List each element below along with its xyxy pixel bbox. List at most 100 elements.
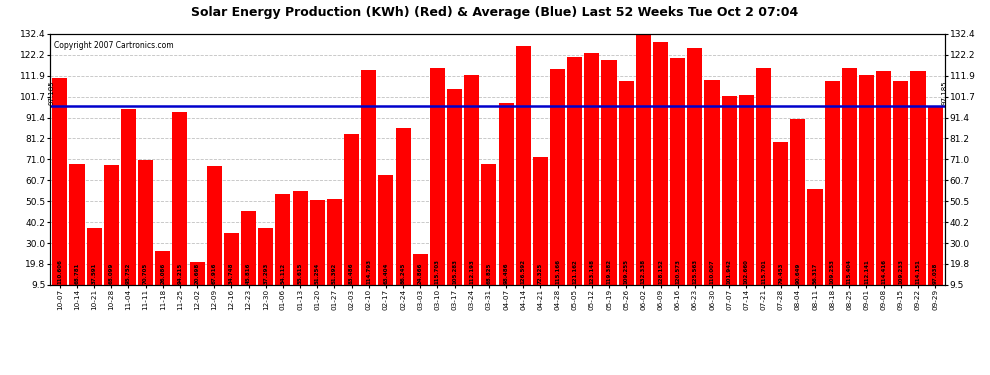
Bar: [104, 165, 119, 285]
Text: 45.816: 45.816: [247, 262, 251, 284]
Bar: [705, 80, 720, 285]
Text: 110.007: 110.007: [710, 259, 715, 284]
Text: 90.649: 90.649: [795, 262, 800, 284]
Text: 34.748: 34.748: [229, 262, 234, 284]
Text: 126.592: 126.592: [521, 259, 526, 284]
Bar: [481, 164, 496, 285]
Bar: [345, 134, 359, 285]
Text: 54.112: 54.112: [280, 263, 285, 284]
Bar: [447, 89, 462, 285]
Text: 132.338: 132.338: [641, 259, 645, 284]
Bar: [670, 58, 685, 285]
Bar: [533, 157, 547, 285]
Bar: [893, 81, 909, 285]
Bar: [825, 81, 840, 285]
Text: 109.233: 109.233: [898, 259, 903, 284]
Bar: [155, 251, 170, 285]
Bar: [722, 96, 737, 285]
Bar: [859, 75, 874, 285]
Text: 63.404: 63.404: [383, 262, 388, 284]
Text: 70.705: 70.705: [144, 263, 148, 284]
Bar: [790, 119, 806, 285]
Bar: [499, 103, 514, 285]
Text: 20.698: 20.698: [195, 263, 200, 284]
Bar: [808, 189, 823, 285]
Text: 112.193: 112.193: [469, 259, 474, 284]
Bar: [842, 69, 857, 285]
Text: 26.086: 26.086: [160, 263, 165, 284]
Bar: [584, 53, 599, 285]
Text: 97.185: 97.185: [49, 80, 54, 105]
Text: 110.606: 110.606: [57, 259, 62, 284]
Text: 123.148: 123.148: [589, 259, 594, 284]
Text: 97.038: 97.038: [933, 262, 938, 284]
Bar: [876, 70, 891, 285]
Text: 102.660: 102.660: [743, 259, 748, 284]
Text: 95.752: 95.752: [126, 262, 131, 284]
Bar: [687, 48, 703, 285]
Bar: [241, 211, 256, 285]
Text: 86.245: 86.245: [401, 262, 406, 284]
Text: 68.825: 68.825: [486, 262, 491, 284]
Bar: [756, 68, 771, 285]
Bar: [602, 60, 617, 285]
Text: 115.404: 115.404: [846, 259, 851, 284]
Text: 119.382: 119.382: [607, 259, 612, 284]
Text: 115.703: 115.703: [435, 259, 440, 284]
Text: 68.781: 68.781: [74, 262, 79, 284]
Text: 79.453: 79.453: [778, 262, 783, 284]
Text: 97.185: 97.185: [941, 80, 947, 105]
Text: 72.325: 72.325: [538, 263, 543, 284]
Text: 105.283: 105.283: [452, 259, 457, 284]
Text: 37.293: 37.293: [263, 262, 268, 284]
Text: 98.486: 98.486: [504, 262, 509, 284]
Text: 68.099: 68.099: [109, 262, 114, 284]
Text: 94.215: 94.215: [177, 263, 182, 284]
Bar: [224, 233, 239, 285]
Bar: [86, 228, 102, 285]
Text: 55.615: 55.615: [298, 262, 303, 284]
Text: 83.486: 83.486: [349, 262, 354, 284]
Bar: [567, 57, 582, 285]
Bar: [430, 68, 445, 285]
Bar: [773, 142, 788, 285]
Text: 121.162: 121.162: [572, 259, 577, 284]
Text: 128.152: 128.152: [658, 259, 663, 284]
Text: 112.141: 112.141: [864, 259, 869, 284]
Text: 67.916: 67.916: [212, 262, 217, 284]
Bar: [207, 166, 222, 285]
Bar: [550, 69, 565, 285]
Text: Copyright 2007 Cartronics.com: Copyright 2007 Cartronics.com: [54, 41, 173, 50]
Bar: [52, 78, 67, 285]
Bar: [413, 254, 428, 285]
Bar: [378, 175, 393, 285]
Bar: [121, 109, 136, 285]
Text: 125.563: 125.563: [692, 259, 697, 284]
Text: 101.942: 101.942: [727, 259, 732, 284]
Text: 115.166: 115.166: [555, 259, 560, 284]
Bar: [739, 94, 754, 285]
Text: 109.255: 109.255: [624, 259, 629, 284]
Text: Solar Energy Production (KWh) (Red) & Average (Blue) Last 52 Weeks Tue Oct 2 07:: Solar Energy Production (KWh) (Red) & Av…: [191, 6, 799, 19]
Bar: [327, 200, 342, 285]
Bar: [653, 42, 668, 285]
Text: 114.151: 114.151: [916, 259, 921, 284]
Bar: [911, 71, 926, 285]
Bar: [361, 70, 376, 285]
Bar: [310, 200, 325, 285]
Text: 24.866: 24.866: [418, 262, 423, 284]
Bar: [464, 75, 479, 285]
Bar: [636, 34, 650, 285]
Text: 114.416: 114.416: [881, 259, 886, 284]
Bar: [189, 262, 205, 285]
Text: 109.253: 109.253: [830, 259, 835, 284]
Bar: [69, 164, 84, 285]
Text: 115.701: 115.701: [761, 259, 766, 284]
Bar: [258, 228, 273, 285]
Bar: [275, 194, 290, 285]
Bar: [619, 81, 634, 285]
Text: 56.317: 56.317: [813, 262, 818, 284]
Text: 120.573: 120.573: [675, 259, 680, 284]
Bar: [516, 46, 531, 285]
Bar: [292, 191, 308, 285]
